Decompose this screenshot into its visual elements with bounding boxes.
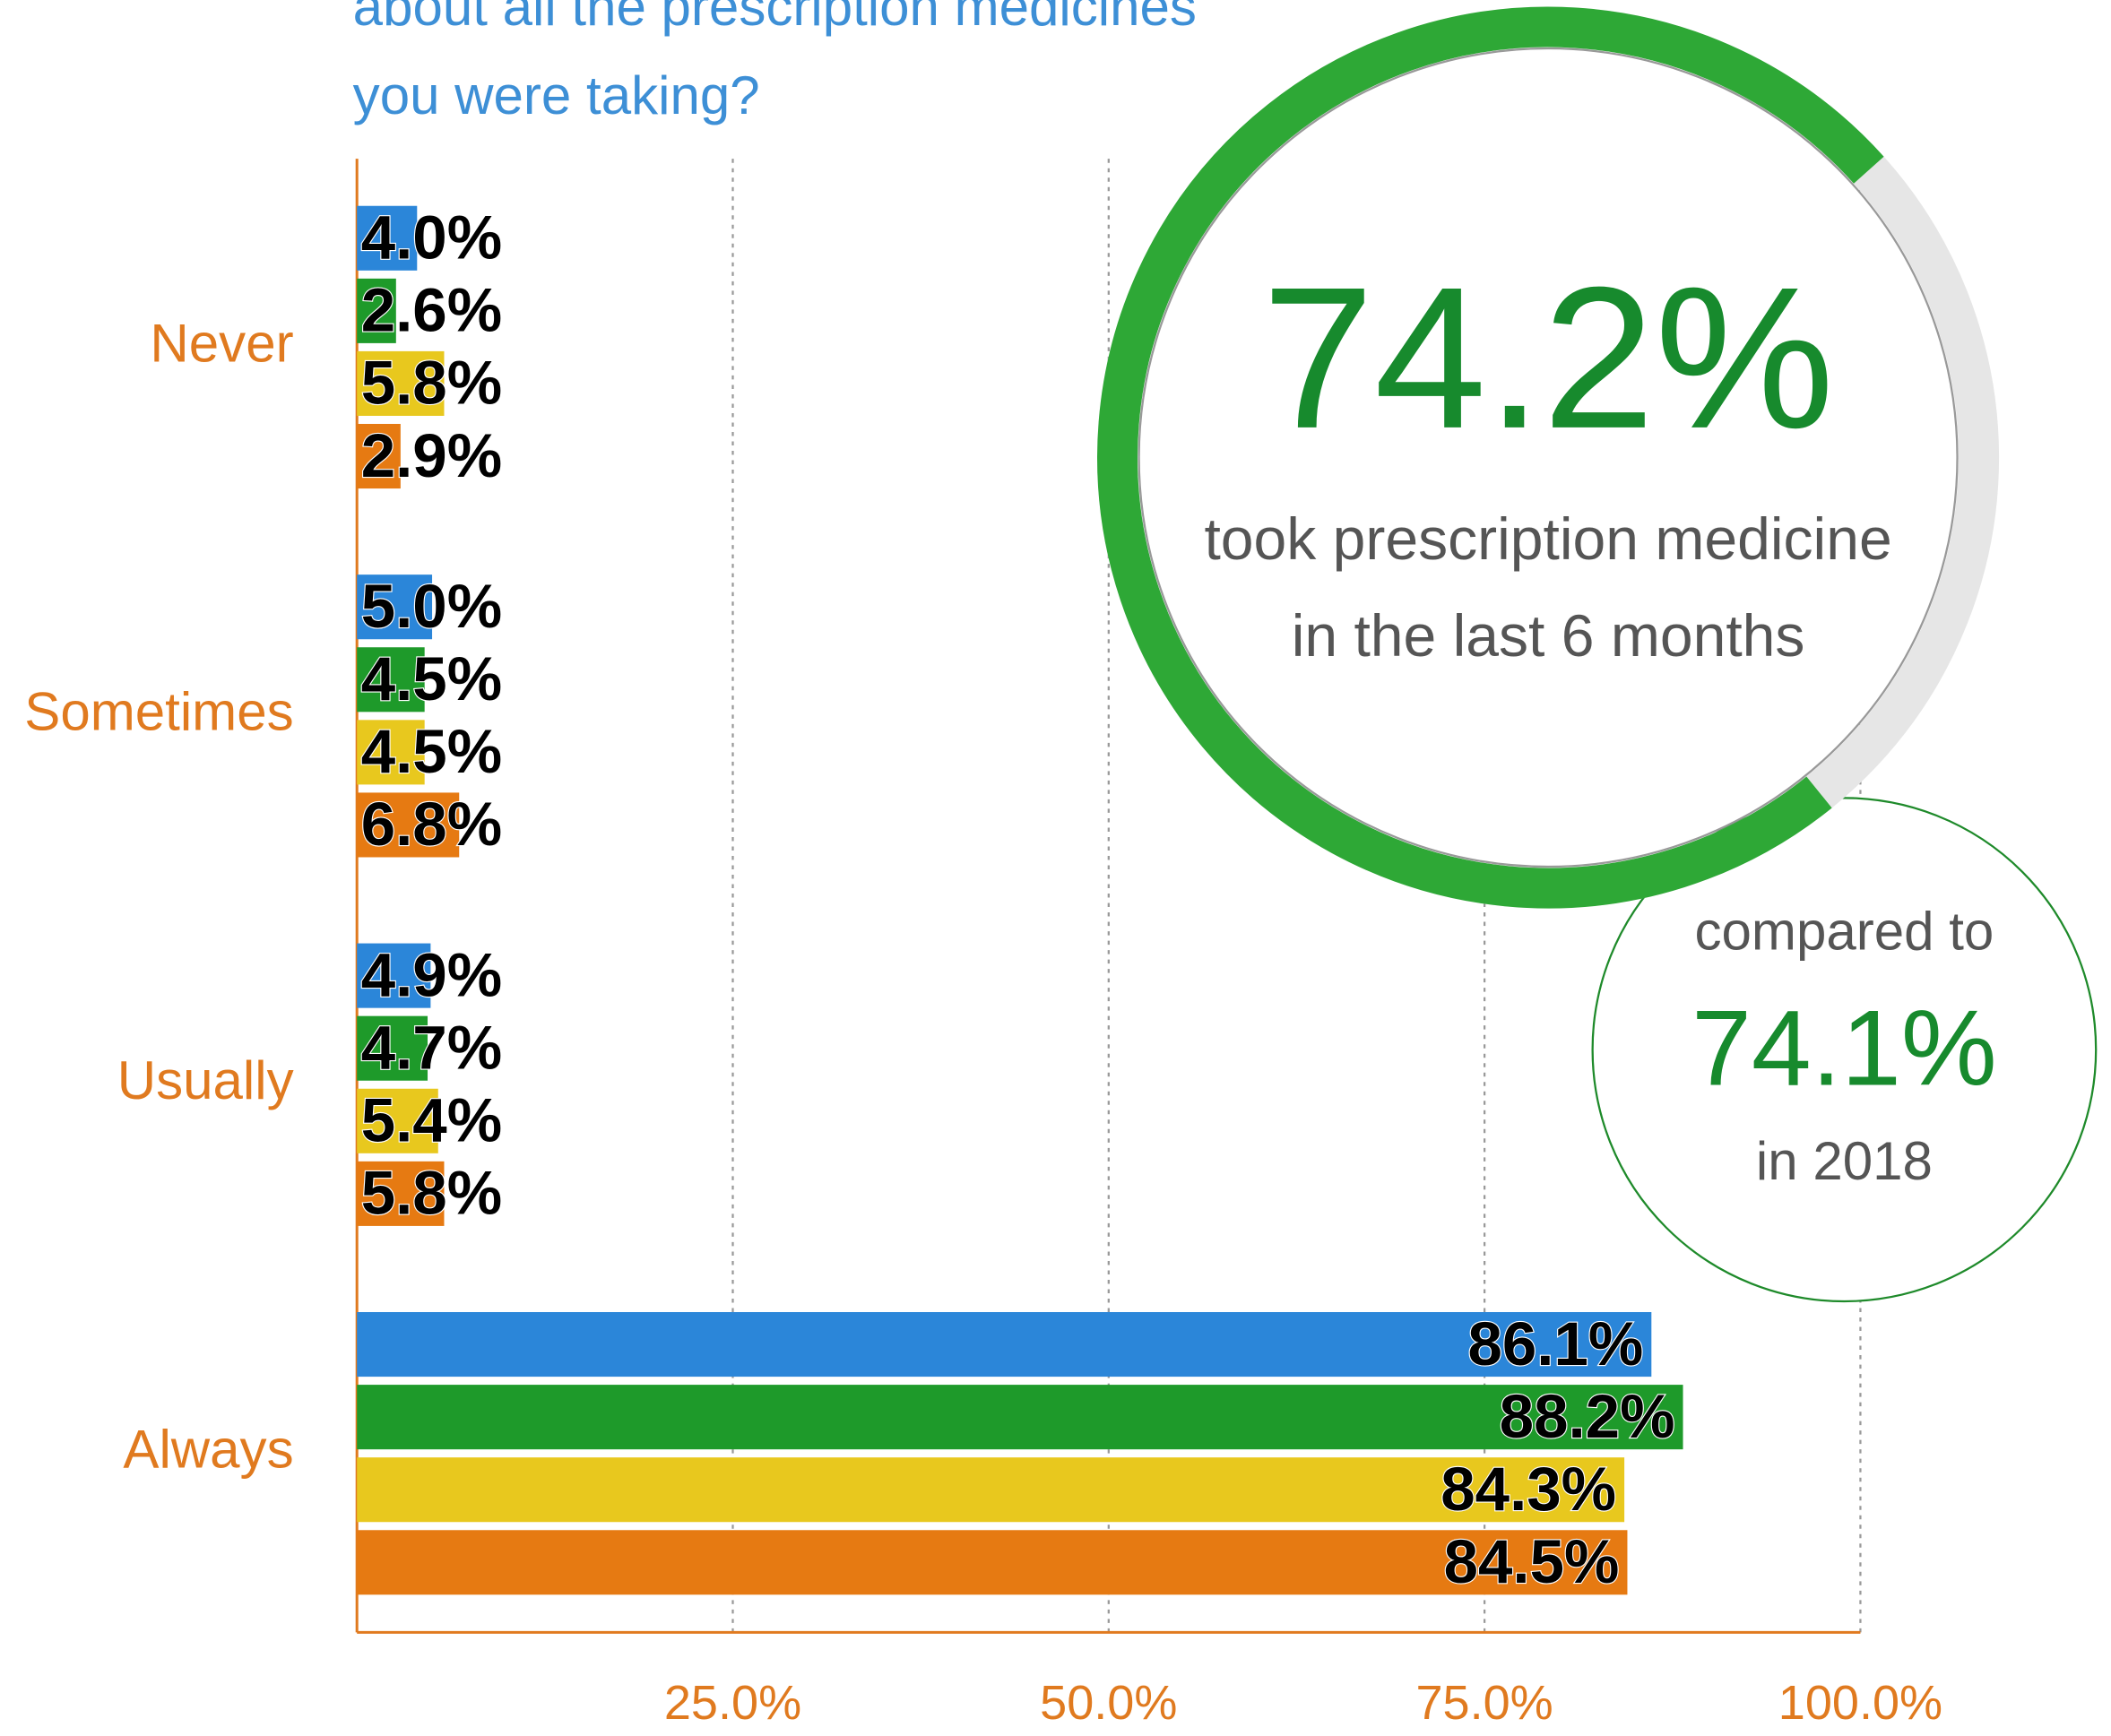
bar — [357, 278, 396, 343]
data-label: 4.5% — [361, 643, 502, 713]
compare-circle — [1591, 797, 2098, 1303]
data-label: 4.5% — [361, 716, 502, 786]
ring-value: 74.2% — [1262, 245, 1835, 471]
ring-inner — [1138, 47, 1959, 868]
x-tick-label: 50.0% — [1040, 1676, 1177, 1730]
ring-arc — [1097, 6, 1884, 909]
annotation: in the last 6 months — [1292, 602, 1805, 669]
annotation: in 2018 — [1756, 1131, 1933, 1191]
annotation: compared to — [1695, 901, 1994, 961]
y-tick-label: Sometimes — [24, 682, 293, 742]
bar — [357, 1161, 445, 1226]
data-label: 84.3% — [1440, 1454, 1616, 1524]
data-label: 5.4% — [361, 1085, 502, 1155]
data-label: 4.0% — [361, 203, 502, 272]
data-label: 84.5% — [1444, 1526, 1620, 1596]
bar — [357, 205, 418, 271]
data-label: 2.9% — [361, 420, 502, 490]
data-label: 88.2% — [1500, 1381, 1675, 1451]
data-label: 86.1% — [1467, 1308, 1643, 1378]
bar — [357, 792, 460, 858]
bar — [357, 423, 401, 489]
y-tick-label: Usually — [117, 1050, 294, 1110]
data-label: 6.8% — [361, 789, 502, 859]
bar — [357, 647, 425, 713]
bar — [357, 1312, 1652, 1378]
chart-title: about all the prescription medicines — [353, 0, 1197, 37]
data-label: 4.9% — [361, 939, 502, 1009]
bar — [357, 1015, 428, 1081]
data-label: 2.6% — [361, 275, 502, 345]
bar — [357, 350, 445, 416]
bar — [357, 1457, 1625, 1523]
data-label: 5.0% — [361, 571, 502, 641]
y-tick-label: Always — [123, 1420, 293, 1480]
data-label: 5.8% — [361, 1158, 502, 1228]
x-tick-label: 100.0% — [1778, 1676, 1942, 1730]
x-tick-label: 75.0% — [1415, 1676, 1553, 1730]
bar — [357, 943, 431, 1008]
bar — [357, 574, 433, 640]
data-label: 4.7% — [361, 1012, 502, 1082]
data-label: 5.8% — [361, 348, 502, 418]
annotation: 74.1% — [1691, 988, 1997, 1108]
annotation: took prescription medicine — [1204, 505, 1891, 572]
bar — [357, 1530, 1628, 1595]
chart-title: you were taking? — [353, 65, 760, 125]
bar — [357, 1088, 438, 1153]
bar — [357, 720, 425, 785]
x-tick-label: 25.0% — [664, 1676, 801, 1730]
y-tick-label: Never — [150, 313, 293, 373]
bar — [357, 1385, 1683, 1450]
